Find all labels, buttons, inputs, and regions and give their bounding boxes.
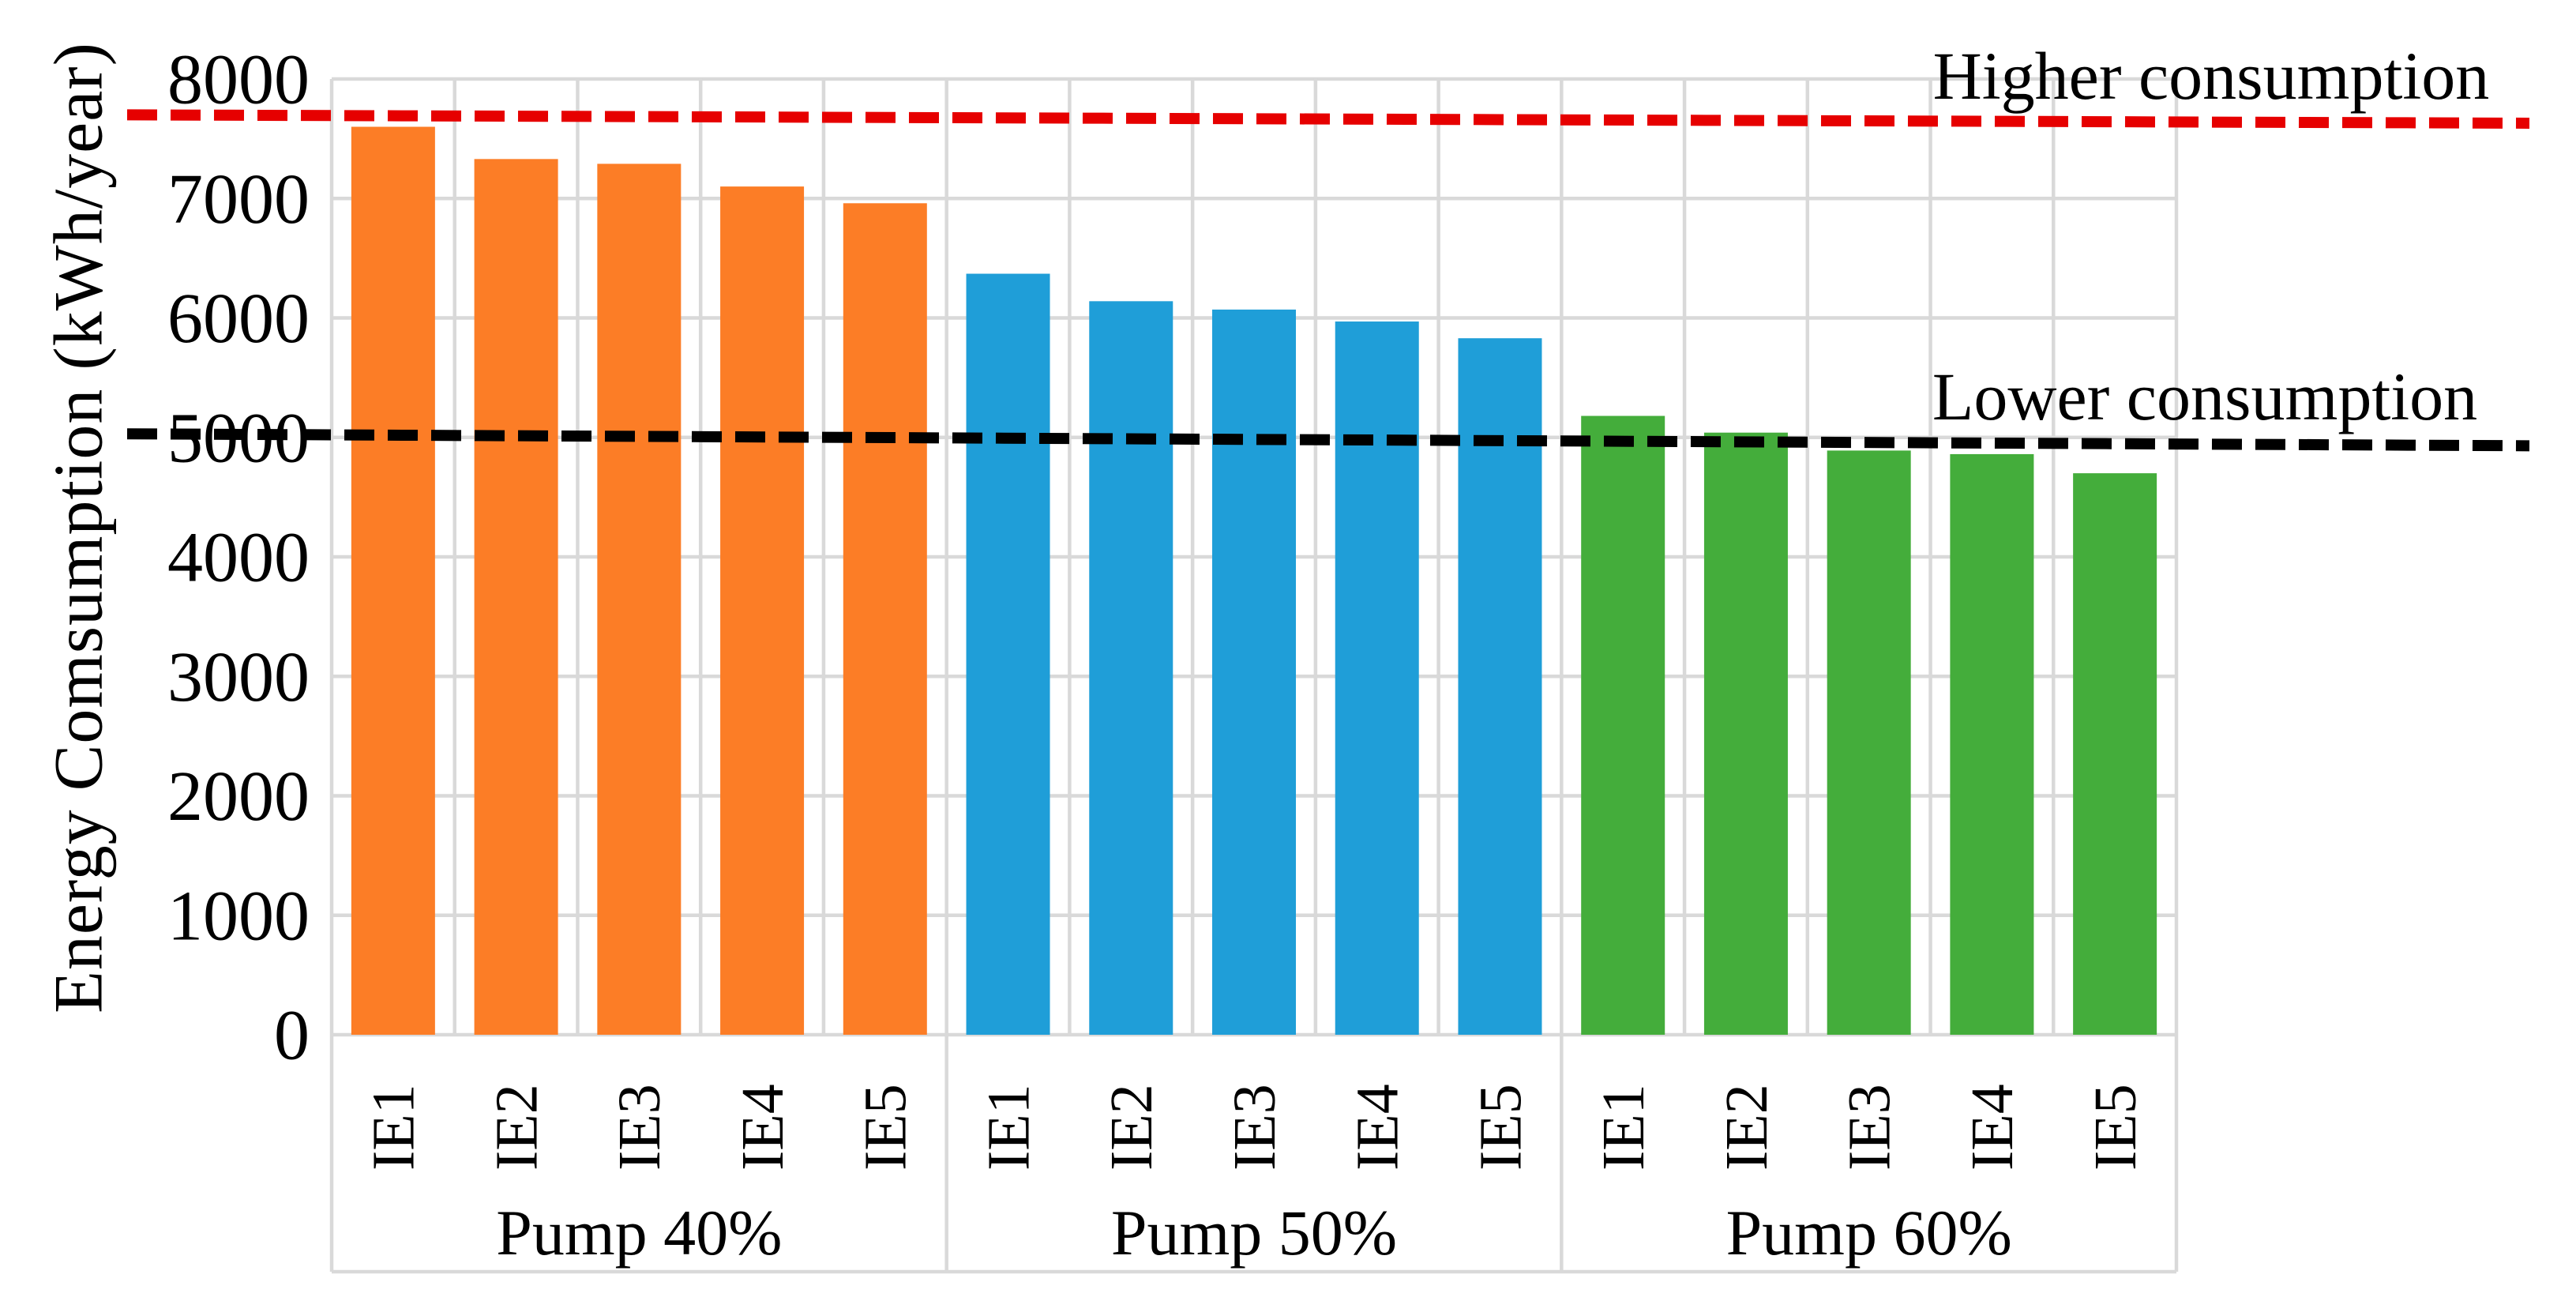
- bar-pump-50--ie5: [1458, 338, 1542, 1035]
- lower-consumption-label: Lower consumption: [1932, 359, 2478, 434]
- higher-consumption-line: [126, 109, 2530, 129]
- lower-consumption-line: [126, 428, 2530, 452]
- category-label: IE3: [606, 1084, 673, 1171]
- category-label: IE5: [1467, 1084, 1534, 1171]
- category-label: IE2: [1714, 1084, 1780, 1171]
- bar-pump-40--ie5: [843, 203, 927, 1035]
- higher-consumption-label: Higher consumption: [1932, 38, 2490, 114]
- bar-pump-40--ie1: [351, 126, 435, 1035]
- bar-pump-60--ie5: [2073, 473, 2157, 1035]
- category-label: IE4: [1959, 1084, 2026, 1171]
- bar-pump-50--ie3: [1212, 309, 1296, 1036]
- y-tick-label: 0: [274, 997, 310, 1075]
- category-label: IE5: [853, 1084, 919, 1171]
- category-label: IE1: [975, 1084, 1042, 1171]
- bar-pump-50--ie4: [1335, 321, 1419, 1036]
- y-axis-title: Energy Comsumption (kWh/year): [40, 42, 118, 1013]
- group-label: Pump 40%: [496, 1197, 782, 1269]
- category-label: IE1: [361, 1084, 427, 1171]
- bar-pump-40--ie3: [597, 164, 682, 1036]
- bar-pump-60--ie3: [1827, 450, 1911, 1035]
- category-label: IE4: [1345, 1084, 1411, 1171]
- bar-pump-60--ie2: [1703, 432, 1788, 1035]
- category-label: IE2: [483, 1084, 550, 1171]
- category-label: IE2: [1098, 1084, 1165, 1171]
- bar-pump-40--ie4: [720, 186, 805, 1035]
- category-label: IE3: [1222, 1084, 1288, 1171]
- y-tick-label: 3000: [167, 638, 310, 716]
- y-tick-label: 4000: [167, 519, 310, 597]
- category-label: IE5: [2082, 1084, 2149, 1171]
- category-label: IE4: [730, 1084, 796, 1171]
- y-tick-label: 6000: [167, 280, 310, 358]
- y-tick-label: 1000: [167, 877, 310, 955]
- bar-pump-50--ie2: [1089, 301, 1173, 1035]
- bar-pump-50--ie1: [966, 273, 1050, 1036]
- y-tick-label: 2000: [167, 758, 310, 836]
- y-tick-label: 7000: [167, 160, 310, 239]
- group-label: Pump 50%: [1111, 1197, 1397, 1269]
- category-label: IE3: [1837, 1084, 1903, 1171]
- category-label: IE1: [1590, 1084, 1657, 1171]
- bar-pump-40--ie2: [474, 159, 558, 1035]
- group-label: Pump 60%: [1726, 1197, 2012, 1269]
- y-tick-label: 8000: [167, 41, 310, 119]
- bar-pump-60--ie4: [1950, 453, 2034, 1035]
- bar-pump-60--ie1: [1581, 415, 1665, 1035]
